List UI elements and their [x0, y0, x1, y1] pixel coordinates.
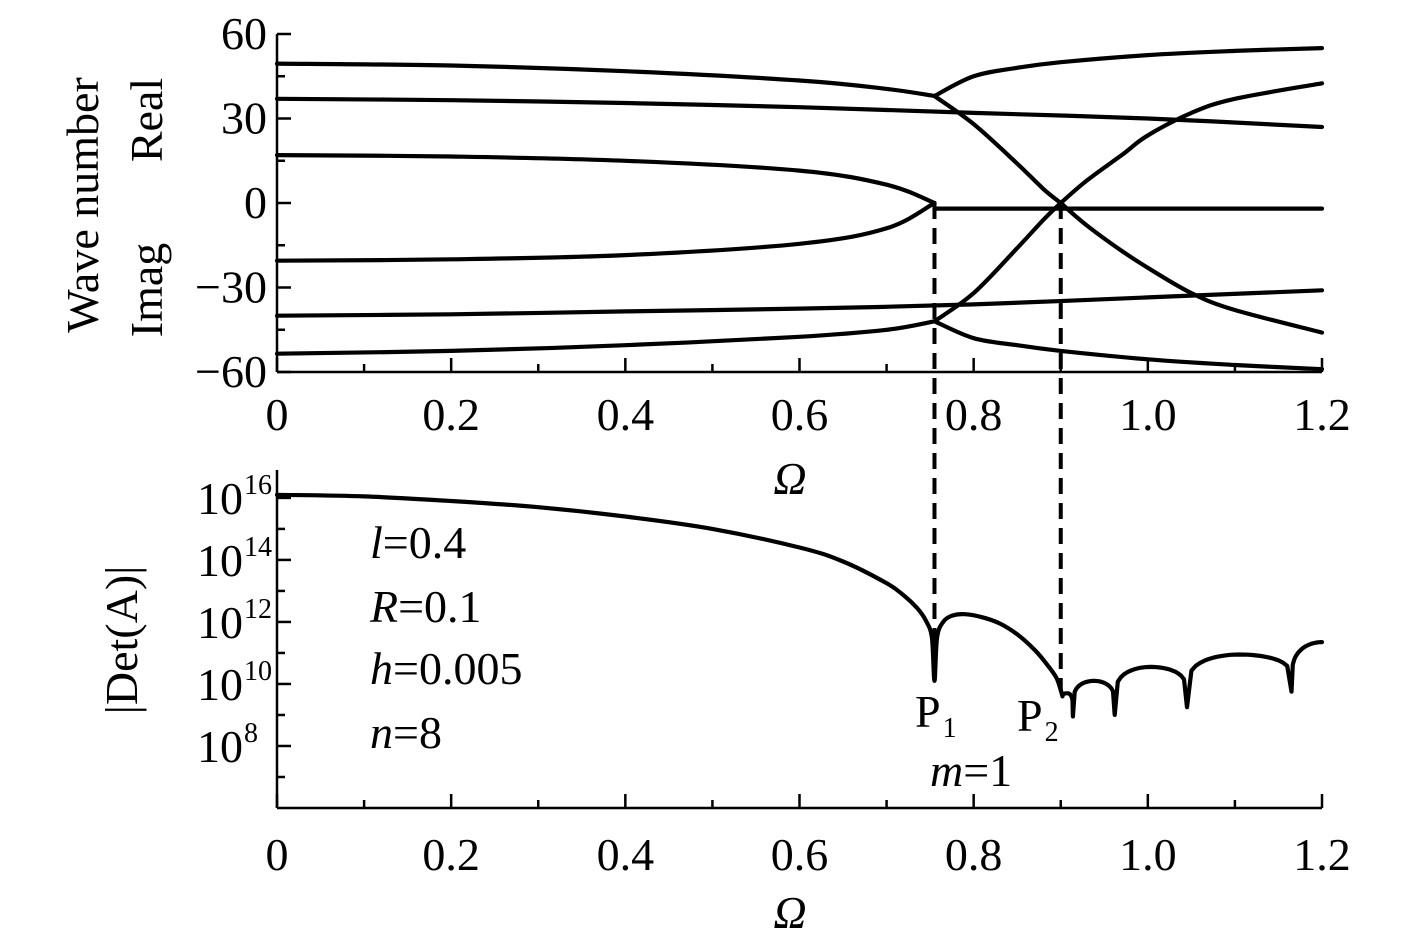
y-tick-label: 10	[197, 535, 243, 586]
y-tick-label: −30	[195, 262, 267, 313]
annotation-l: l=0.4	[370, 517, 466, 568]
dashed-markers	[932, 203, 1063, 691]
x-axis-label-top: Ω	[773, 453, 806, 504]
x-tick-label: 0.4	[597, 389, 655, 440]
y-axis-label-real: Real	[121, 78, 172, 162]
y-tick-label: 60	[221, 8, 267, 59]
x-tick-label: 0.4	[597, 829, 655, 880]
y-axis-label-wave-number: Wave number	[57, 77, 108, 333]
determinant-curve	[274, 492, 1063, 693]
point-label-p2: P2	[1017, 690, 1059, 748]
mode-label: m=1	[930, 745, 1012, 796]
wavenumber-branch-1	[274, 61, 937, 99]
wavenumber-branch-3	[932, 46, 1325, 99]
y-tick-exponent: 8	[244, 718, 258, 749]
wavenumber-branch-9	[1058, 200, 1325, 335]
determinant-curves	[274, 492, 1325, 719]
y-tick-exponent: 10	[244, 656, 272, 687]
y-tick-label: 0	[244, 177, 267, 228]
wavenumber-branch-6	[274, 200, 937, 263]
wavenumber-branch-8	[1058, 81, 1325, 206]
annotation-h: h=0.005	[370, 643, 522, 694]
x-axis-label-bottom: Ω	[773, 887, 806, 938]
y-tick-label: −60	[195, 346, 267, 397]
y-tick-exponent: 16	[244, 470, 272, 501]
parameter-annotations: l=0.4 R=0.1 h=0.005 n=8	[369, 517, 522, 758]
wavenumber-branch-11	[932, 200, 1063, 324]
x-tick-label: 0.6	[771, 829, 829, 880]
y-tick-exponent: 14	[244, 532, 272, 563]
x-tick-label: 1.0	[1119, 389, 1177, 440]
point-label-p1: P1	[915, 686, 957, 744]
wavenumber-branch-4	[274, 96, 1325, 130]
x-tick-label: 1.2	[1293, 829, 1351, 880]
wavenumber-branch-10	[274, 288, 1325, 318]
y-axis-label-det: |Det(A)|	[96, 566, 147, 715]
y-tick-exponent: 12	[244, 594, 272, 625]
x-tick-label: 0.2	[422, 389, 480, 440]
wavenumber-branch-5	[274, 153, 937, 206]
x-tick-label: 0	[266, 389, 289, 440]
determinant-oscillation	[1058, 640, 1325, 719]
x-tick-label: 1.2	[1293, 389, 1351, 440]
wavenumber-axes	[275, 34, 1322, 374]
y-tick-label: 10	[197, 659, 243, 710]
y-tick-label: 10	[197, 473, 243, 524]
y-axis-label-imag: Imag	[121, 243, 172, 338]
x-tick-label: 0.8	[945, 829, 1003, 880]
wavenumber-curves	[274, 46, 1325, 372]
x-tick-label: 0	[266, 829, 289, 880]
x-tick-label: 0.2	[422, 829, 480, 880]
y-tick-label: 10	[197, 721, 243, 772]
wavenumber-branch-13	[932, 319, 1325, 372]
x-tick-label: 1.0	[1119, 829, 1177, 880]
y-tick-label: 10	[197, 597, 243, 648]
y-tick-label: 30	[221, 93, 267, 144]
x-tick-label: 0.6	[771, 389, 829, 440]
x-tick-label: 0.8	[945, 389, 1003, 440]
wavenumber-branch-12	[274, 319, 937, 356]
annotation-n: n=8	[370, 707, 442, 758]
annotation-r: R=0.1	[369, 581, 482, 632]
